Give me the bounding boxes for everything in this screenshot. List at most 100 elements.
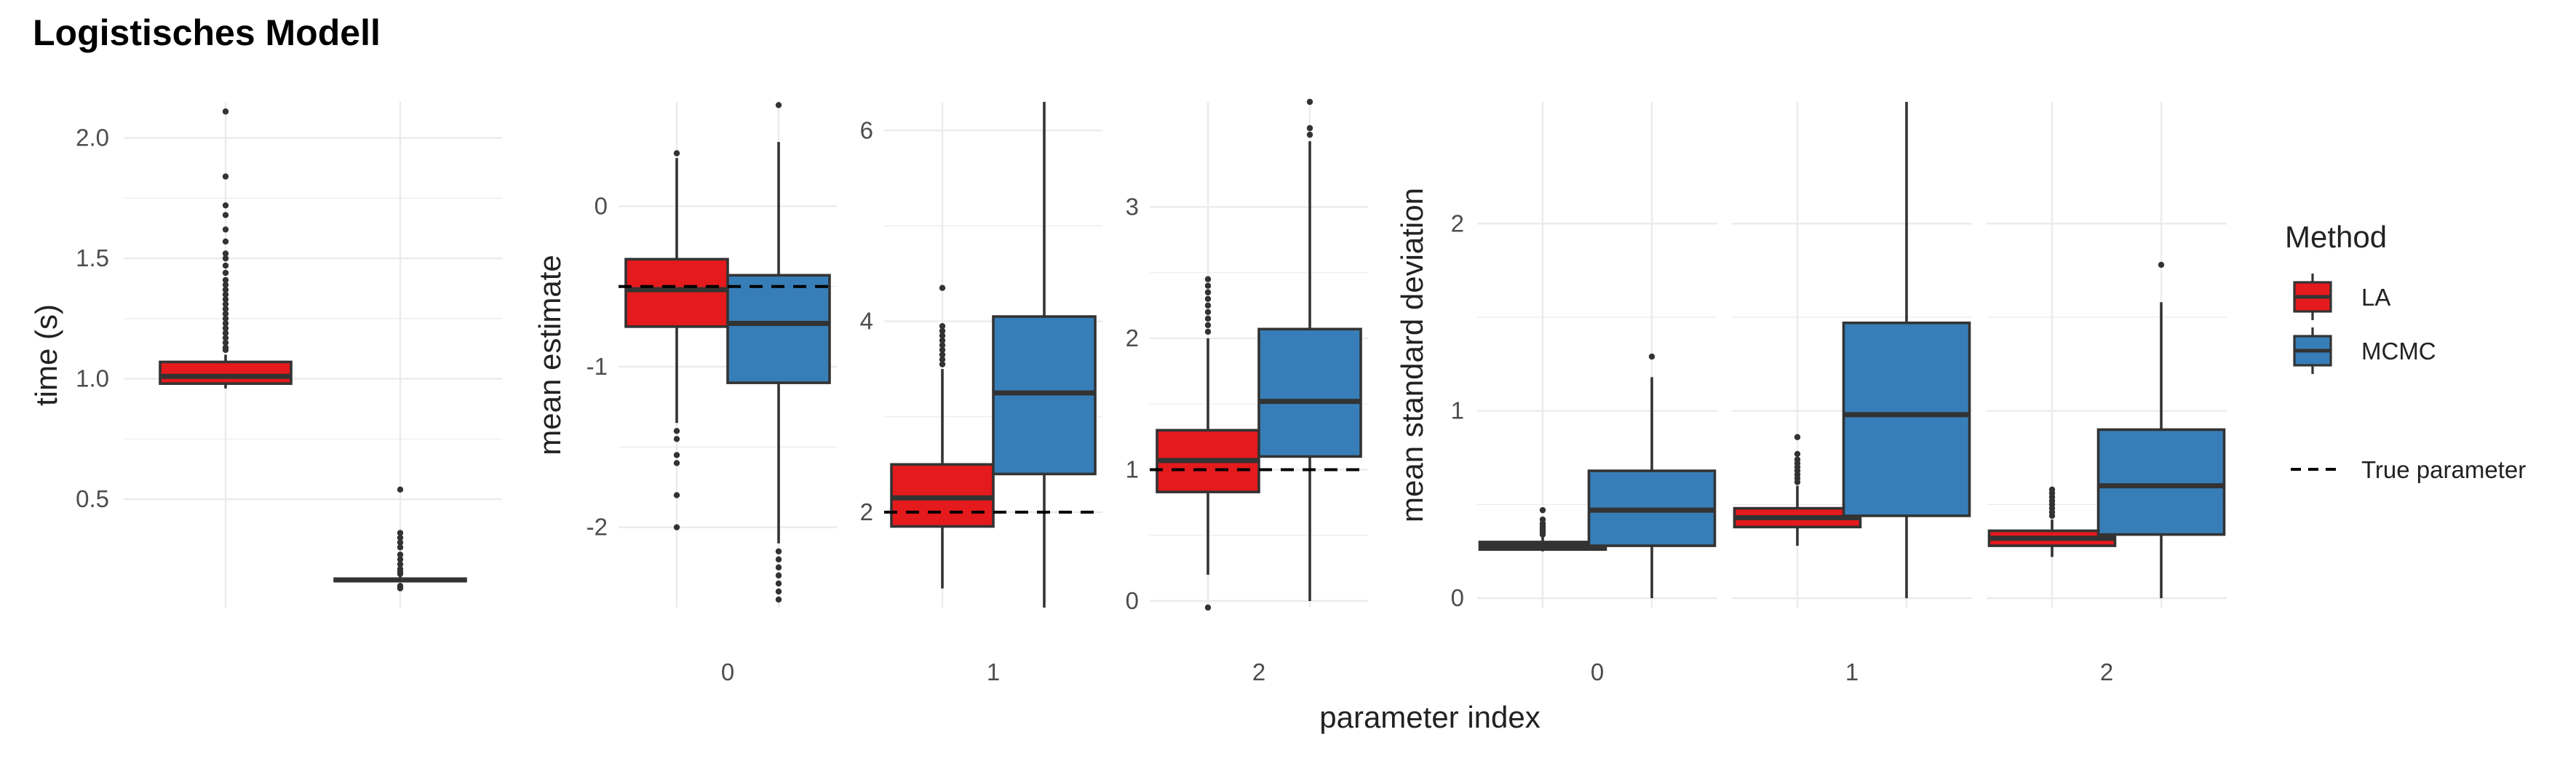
outlier-point [1306,124,1313,132]
estimate-panel-1-ytick-label: 4 [860,308,873,335]
legend-title: Method [2285,220,2387,254]
time-panel-ytick-label: 0.5 [76,485,109,512]
outlier-point [673,436,680,442]
outlier-point [1204,315,1212,322]
sd-panel-y-label: mean standard deviation [1395,188,1429,522]
box-iqr [1257,327,1362,458]
plot-panels: 0.5 1.0 1.5 2.0 time (s) mean estimate -2 -1 0 0 2… [29,98,2227,685]
time-box-mcmc [333,486,467,592]
outlier-point [397,539,404,546]
outlier-point [1204,282,1212,289]
outlier-point [775,548,782,554]
time-panel-ytick-label: 2.0 [76,124,109,151]
outlier-point [222,339,229,346]
outlier-point [939,284,946,291]
outlier-point [939,361,946,367]
outlier-point [222,238,229,245]
outlier-point [673,150,680,156]
outlier-point [939,342,946,349]
outlier-point [2158,261,2165,268]
outlier-point [222,262,229,269]
outlier-point [397,561,404,568]
sd-panel-ytick-label: 0 [1451,584,1464,611]
outlier-point [222,269,229,276]
outlier-point [222,306,229,312]
estimate-panel-2-ytick-label: 0 [1126,587,1139,614]
estimate-panel-2-ytick-label: 2 [1126,325,1139,351]
estimate-panel-0-ytick-label: 0 [595,192,608,219]
box-iqr [726,274,831,384]
outlier-point [775,596,782,603]
outlier-point [673,460,680,466]
estimate-panel-1-ytick-label: 6 [860,116,873,143]
x-axis-label: parameter index [1319,700,1541,734]
sd-panel-ytick-label: 2 [1451,210,1464,236]
outlier-point [1539,516,1546,523]
outlier-point [222,250,229,257]
outlier-point [222,320,229,327]
outlier-point [222,108,229,115]
estimate-0-box-la [624,150,729,530]
outlier-point [1648,353,1655,360]
sd-1-box-la [1733,434,1862,546]
outlier-point [222,301,229,308]
x-category-label: 1 [987,658,1000,685]
outlier-point [222,346,229,354]
outlier-point [1794,456,1801,463]
outlier-point [1204,289,1212,295]
estimate-1-box-mcmc [992,102,1097,608]
outlier-point [939,322,946,330]
box-iqr [624,258,729,328]
outlier-point [1204,302,1212,309]
estimate-1-box-la [890,284,995,589]
outlier-point [222,330,229,336]
time-panel-grid [124,102,502,608]
sd-panel-ytick-label: 1 [1451,397,1464,424]
sd-2-box-la [1987,486,2117,557]
estimate-panel-1-ytick-label: 2 [860,498,873,525]
outlier-point [397,486,404,493]
outlier-point [775,588,782,595]
outlier-point [673,492,680,498]
outlier-point [775,572,782,579]
outlier-point [1794,450,1801,458]
outlier-point [939,333,946,339]
outlier-point [222,255,229,262]
outlier-point [397,556,404,563]
outlier-point [939,356,946,363]
box-iqr [1842,321,1971,517]
box-iqr [2096,428,2226,536]
outlier-point [397,585,404,592]
outlier-point [222,325,229,332]
outlier-point [222,226,229,233]
legend: Method LA MCMC True parameter [2285,220,2526,483]
outlier-point [222,212,229,218]
chart-title: Logistisches Modell [33,12,381,53]
x-category-label: 0 [721,658,734,685]
estimate-panel-0-ytick-label: -1 [587,353,608,380]
legend-label-true-parameter: True parameter [2361,456,2526,483]
outlier-point [939,337,946,344]
outlier-point [397,544,404,551]
x-category-label: 1 [1845,658,1859,685]
outlier-point [2048,486,2056,493]
outlier-point [1204,276,1212,282]
outlier-point [222,291,229,298]
legend-label-la: LA [2361,284,2390,311]
estimate-0-box-mcmc [726,102,831,603]
outlier-point [397,570,404,577]
outlier-point [939,327,946,334]
time-box-la [159,108,293,389]
estimate-panel-0-ytick-label: -2 [587,514,608,541]
outlier-point [1204,295,1212,302]
outlier-point [397,534,404,541]
time-panel-ytick-label: 1.0 [76,365,109,392]
sd-2-box-mcmc [2096,261,2226,599]
estimate-2-box-mcmc [1257,98,1362,601]
outlier-point [1204,322,1212,329]
outlier-point [222,202,229,209]
outlier-point [1306,131,1313,138]
outlier-point [222,311,229,317]
outlier-point [775,556,782,563]
